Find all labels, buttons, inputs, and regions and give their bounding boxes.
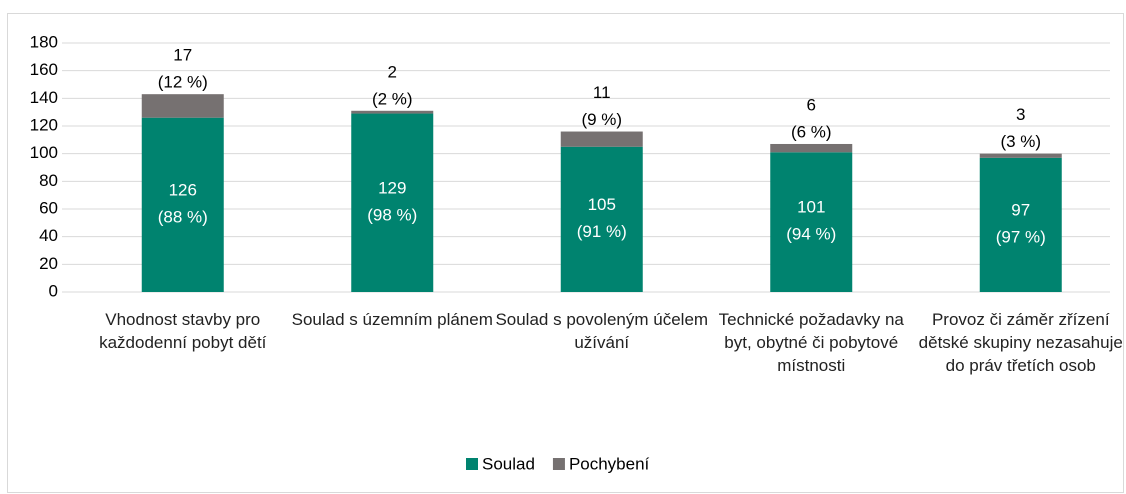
legend-label: Soulad [482,454,535,473]
legend: Soulad Pochybení [466,454,650,473]
y-tick-label: 140 [30,88,58,107]
bar-segment [351,113,434,292]
bar-segment [979,157,1062,292]
y-tick-label: 20 [39,254,58,273]
x-tick-label: Technické požadavky na byt, obytné či po… [718,310,904,375]
data-label: 129 (98 %) [367,179,417,225]
bar-segment [979,153,1062,158]
bar-segment [770,143,853,153]
y-tick-label: 160 [30,60,58,79]
data-label: 17 (12 %) [158,46,208,92]
data-label: 11 (9 %) [581,84,622,130]
y-tick-label: 100 [30,143,58,162]
x-tick-label: Vhodnost stavby pro každodenní pobyt dět… [99,310,267,352]
data-label: 101 (94 %) [786,198,836,244]
legend-label: Pochybení [569,454,650,473]
data-label: 2 (2 %) [372,63,413,109]
data-label: 97 (97 %) [996,201,1046,247]
x-tick-label: Provoz či záměr zřízení dětské skupiny n… [918,310,1123,375]
x-tick-label-box: Soulad s územním plánem [291,310,493,329]
y-tick-label: 120 [30,115,58,134]
x-tick-label: Soulad s povoleným účelem užívání [495,310,709,352]
x-tick-label: Soulad s územním plánem [291,310,493,329]
data-label: 3 (3 %) [1000,106,1041,152]
y-tick-label: 0 [49,281,58,300]
bar-segment [351,110,434,114]
x-tick-label-box: Soulad s povoleným účelem užívání [495,310,709,352]
y-tick-label: 60 [39,198,58,217]
legend-swatch [466,458,478,470]
bar-segment [770,152,853,292]
bar-segment [141,94,224,118]
x-tick-label-box: Provoz či záměr zřízení dětské skupiny n… [918,310,1123,375]
bar-segment [560,146,643,292]
bar-segment [560,131,643,147]
data-label: 126 (88 %) [158,181,208,227]
y-tick-label: 40 [39,226,58,245]
bar-segment [141,117,224,292]
y-tick-label: 80 [39,171,58,190]
x-tick-label-box: Technické požadavky na byt, obytné či po… [718,310,904,375]
x-tick-label-box: Vhodnost stavby pro každodenní pobyt dět… [99,310,267,352]
y-tick-label: 180 [30,32,58,51]
data-label: 6 (6 %) [791,96,832,142]
data-label: 105 (91 %) [577,195,627,241]
legend-swatch [552,458,565,470]
